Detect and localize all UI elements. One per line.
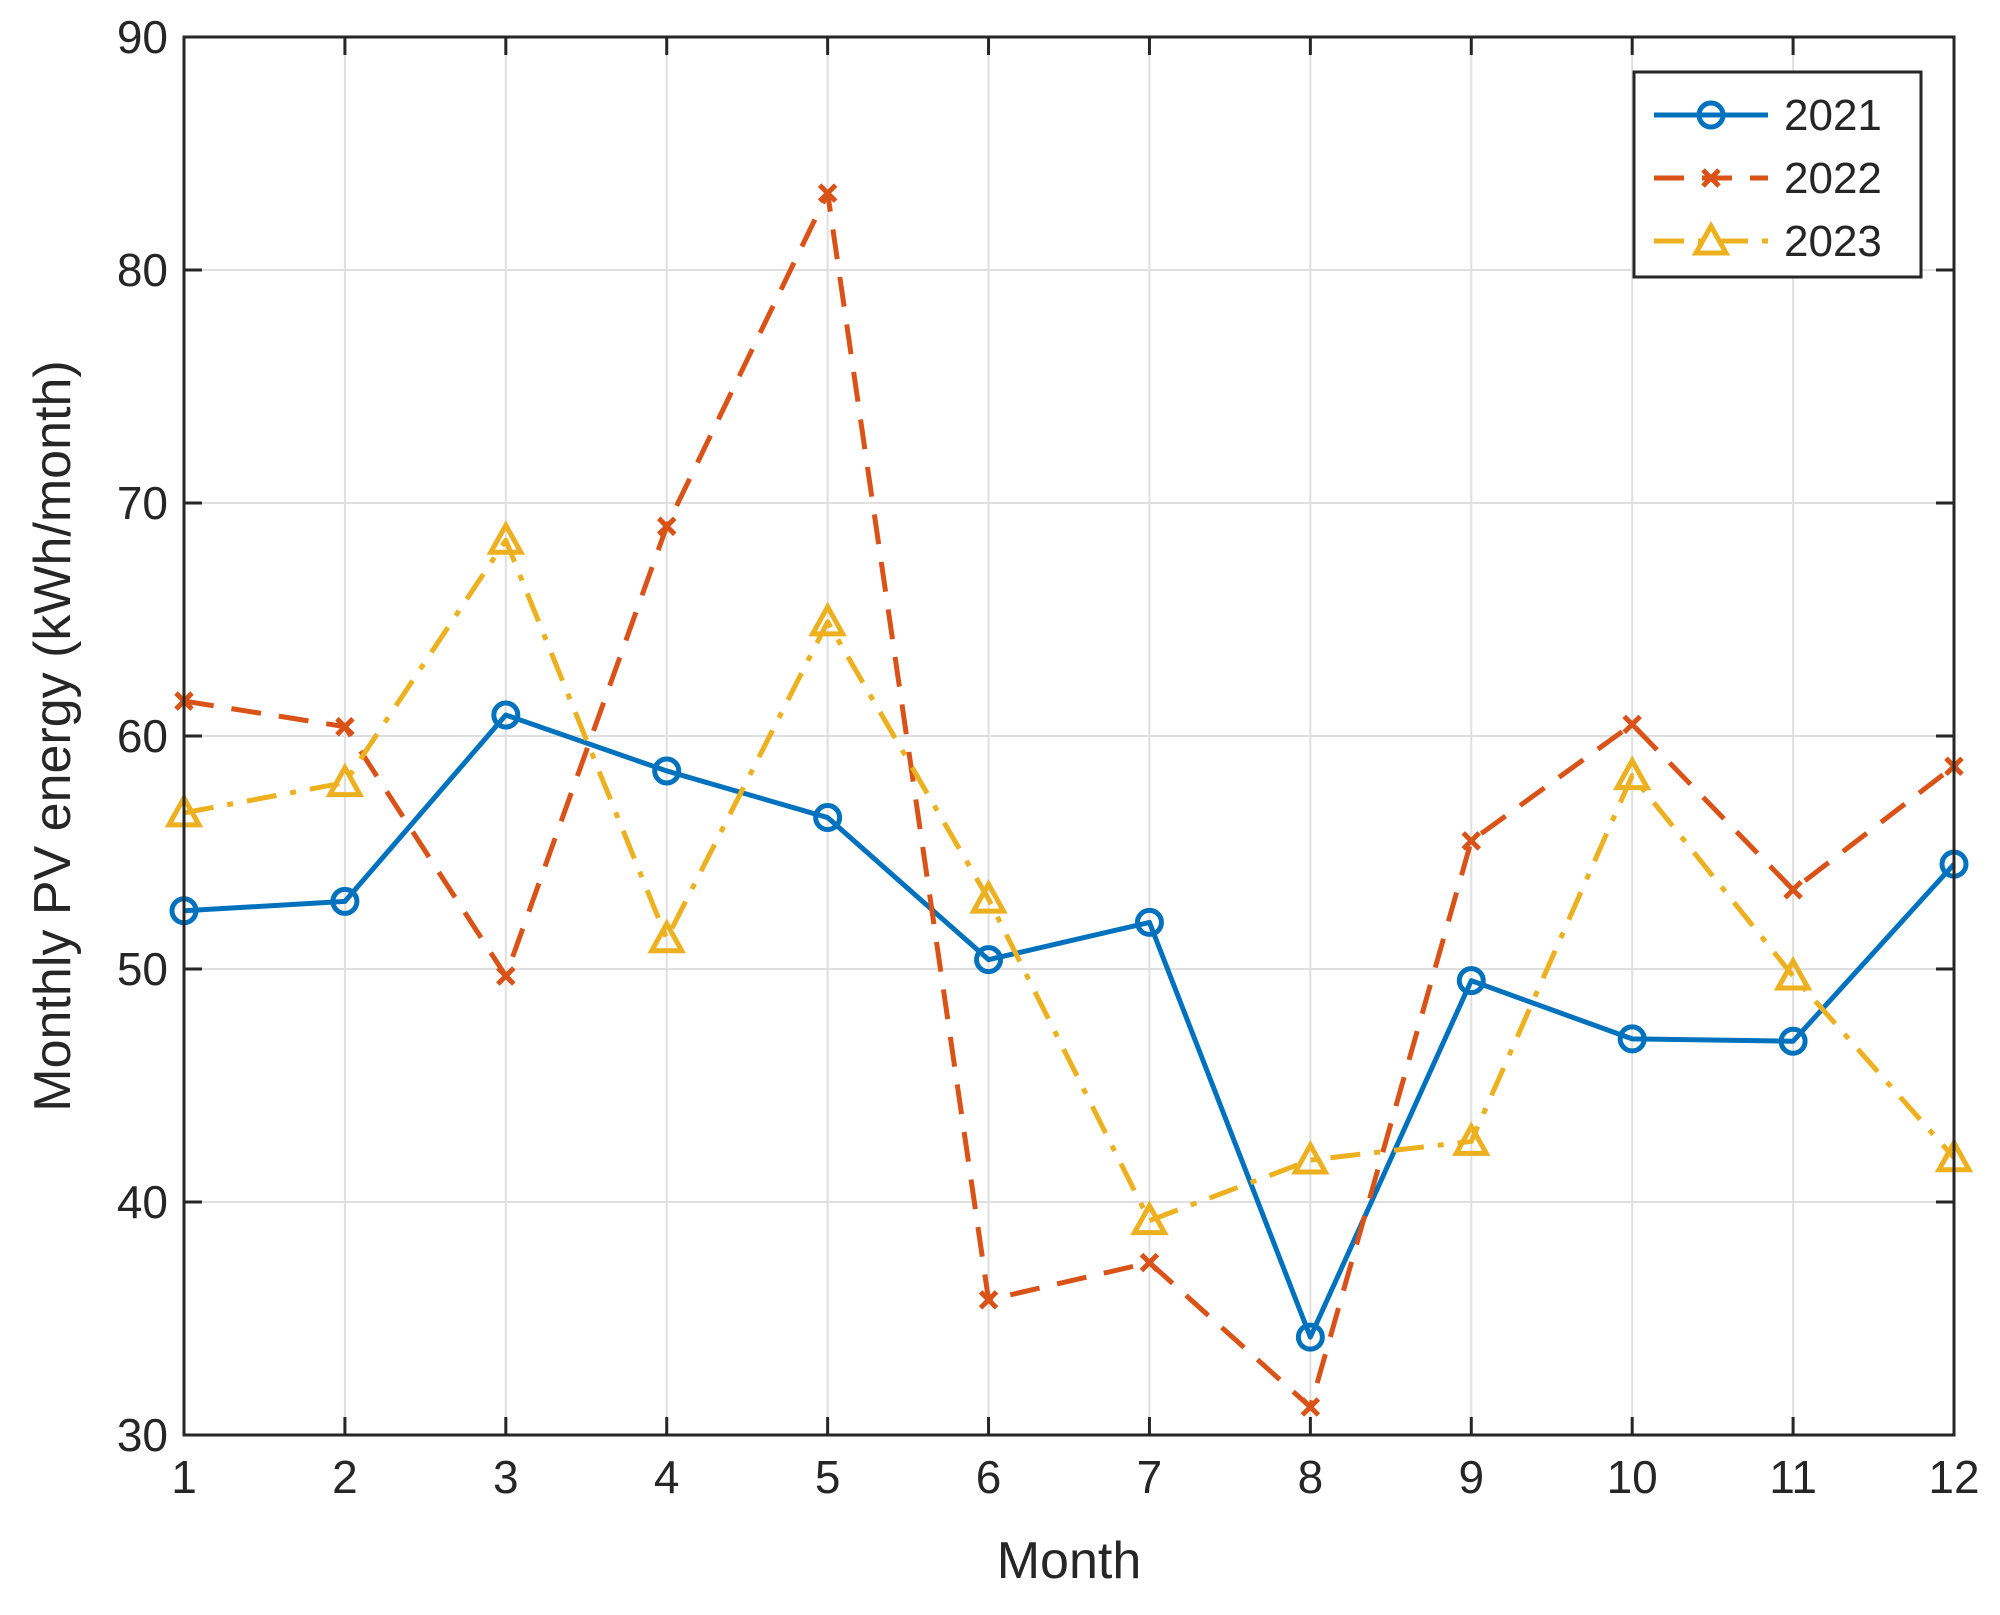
x-marker-stroke (978, 1290, 999, 1310)
data-point-2022 (1783, 880, 1803, 900)
y-tick-label: 40 (117, 1176, 168, 1228)
data-point-2022 (1622, 714, 1642, 735)
data-point-2022 (335, 716, 355, 737)
x-marker-stroke (817, 183, 838, 203)
series-layer (164, 183, 1974, 1417)
x-marker-stroke (1701, 168, 1721, 188)
x-tick-label: 5 (815, 1451, 841, 1503)
data-point-2021 (1617, 1024, 1647, 1054)
series-2021 (169, 700, 1969, 1352)
x-tick-label: 11 (1769, 1451, 1817, 1503)
series-line-2021 (183, 712, 1956, 1340)
data-point-2021 (652, 756, 682, 786)
data-point-2022 (1300, 1397, 1321, 1417)
x-tick-label: 10 (1607, 1451, 1658, 1503)
grid (184, 37, 1954, 1435)
x-marker-stroke (1783, 880, 1803, 900)
data-point-2021 (974, 945, 1004, 975)
y-tick-label: 60 (117, 710, 168, 762)
data-point-2023 (1130, 1200, 1169, 1236)
data-point-2021 (1295, 1322, 1325, 1352)
y-tick-label: 80 (117, 244, 168, 296)
legend-label-2023: 2023 (1784, 217, 1882, 266)
x-tick-label: 3 (493, 1451, 519, 1503)
x-marker-stroke (1139, 1252, 1160, 1273)
x-tick-label: 2 (332, 1451, 358, 1503)
data-point-2023 (1773, 955, 1813, 991)
data-point-2021 (1456, 966, 1486, 996)
data-point-2021 (1778, 1026, 1808, 1056)
x-tick-label: 7 (1137, 1451, 1163, 1503)
data-point-2021 (813, 803, 843, 833)
legend-label-2021: 2021 (1784, 91, 1882, 140)
data-point-2022 (1139, 1252, 1160, 1273)
data-point-2022 (496, 966, 516, 986)
legend-marker-2023 (1691, 220, 1731, 256)
x-marker-stroke (1622, 714, 1642, 735)
data-point-2023 (1612, 755, 1652, 791)
data-point-2023 (1291, 1139, 1330, 1175)
x-marker-stroke (335, 716, 355, 737)
data-point-2023 (969, 878, 1008, 914)
data-point-2023 (808, 601, 847, 637)
series-line-2023 (183, 537, 1956, 1224)
data-point-2021 (491, 700, 521, 730)
series-2022 (174, 183, 1964, 1417)
data-point-2022 (1461, 831, 1482, 851)
x-tick-label: 6 (976, 1451, 1002, 1503)
series-line-2022 (183, 190, 1956, 1410)
x-axis-title: Month (997, 1532, 1142, 1590)
data-point-2022 (817, 183, 838, 203)
data-point-2022 (978, 1290, 999, 1310)
x-tick-label: 9 (1458, 1451, 1484, 1503)
data-point-2023 (486, 520, 526, 555)
data-point-2021 (330, 886, 360, 916)
data-point-2023 (1452, 1121, 1491, 1156)
legend-marker-2022 (1701, 168, 1721, 188)
data-point-2021 (1134, 907, 1164, 937)
x-tick-label: 8 (1298, 1451, 1324, 1503)
y-tick-label: 50 (117, 943, 168, 995)
y-tick-label: 70 (117, 477, 168, 529)
legend: 2021 2022 2023 (1632, 70, 1923, 279)
y-tick-label: 90 (117, 11, 168, 63)
legend-marker-2021 (1696, 100, 1726, 130)
legend-label-2022: 2022 (1784, 154, 1882, 203)
x-tick-label: 12 (1928, 1451, 1979, 1503)
x-marker-stroke (1300, 1397, 1321, 1417)
data-point-2023 (647, 918, 686, 954)
x-marker-stroke (1461, 831, 1482, 851)
x-marker-stroke (496, 966, 516, 986)
data-point-2022 (656, 516, 677, 537)
x-marker-stroke (656, 516, 677, 537)
y-tick-label: 30 (117, 1409, 168, 1461)
y-axis-title: Monthly PV energy (kWh/month) (24, 360, 82, 1111)
data-point-2023 (325, 762, 365, 798)
x-tick-label: 4 (654, 1451, 680, 1503)
x-tick-label: 1 (171, 1451, 197, 1503)
